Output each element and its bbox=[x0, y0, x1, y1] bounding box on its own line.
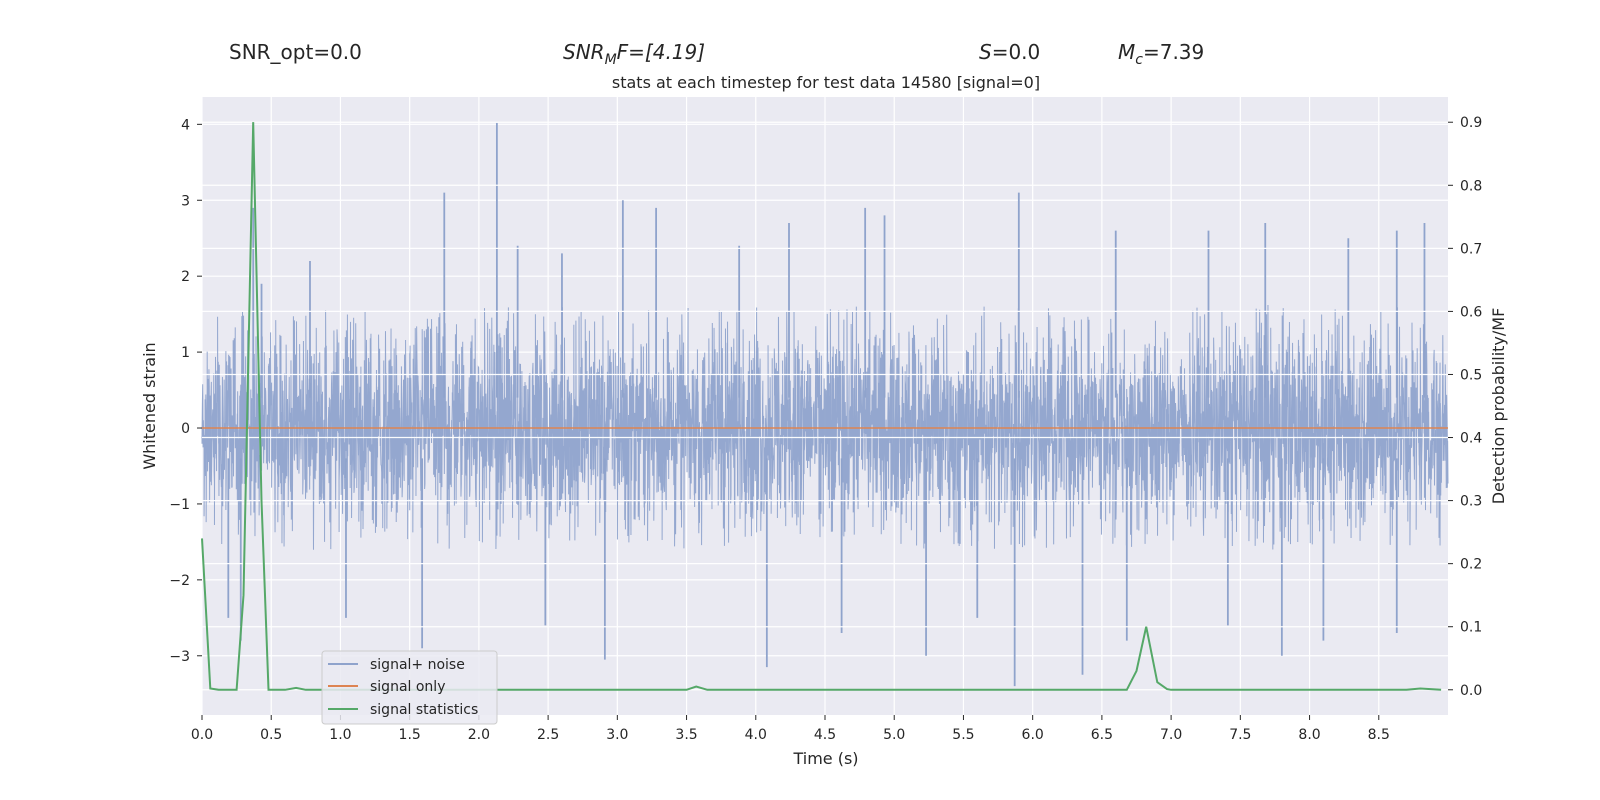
x-tick-label: 5.5 bbox=[952, 727, 974, 743]
y2-tick-label: 0.8 bbox=[1460, 178, 1482, 194]
y-tick-label: 0 bbox=[181, 421, 190, 437]
legend-label-signal-statistics: signal statistics bbox=[370, 702, 478, 718]
x-tick-label: 7.5 bbox=[1229, 727, 1251, 743]
chart-title: stats at each timestep for test data 145… bbox=[612, 73, 1040, 92]
snr-opt-label: SNR_opt=0.0 bbox=[229, 40, 362, 64]
y2-tick-label: 0.9 bbox=[1460, 115, 1482, 131]
x-axis-ticks: 0.0 0.5 1.0 1.5 2.0 2.5 3.0 3.5 4.0 4.5 5.0 5.5 6.0 6… bbox=[191, 715, 1390, 743]
s-label: S=0.0 bbox=[979, 40, 1040, 64]
y2-tick-label: 0.6 bbox=[1460, 304, 1482, 320]
y-tick-label: −2 bbox=[169, 573, 190, 589]
y2-tick-label: 0.1 bbox=[1460, 620, 1482, 636]
series-signal-statistics bbox=[201, 122, 1442, 691]
y2-tick-label: 0.3 bbox=[1460, 494, 1482, 510]
y2-tick-label: 0.2 bbox=[1460, 557, 1482, 573]
x-tick-label: 1.5 bbox=[399, 727, 421, 743]
y2-tick-label: 0.7 bbox=[1460, 241, 1482, 257]
series-signal-noise bbox=[201, 122, 1449, 687]
x-tick-label: 2.0 bbox=[468, 727, 490, 743]
x-tick-label: 1.0 bbox=[329, 727, 351, 743]
y-tick-label: −3 bbox=[169, 649, 190, 665]
y-tick-label: 1 bbox=[181, 345, 190, 361]
x-tick-label: 6.5 bbox=[1091, 727, 1113, 743]
x-tick-label: 3.5 bbox=[675, 727, 697, 743]
y2-axis-ticks: 0.9 0.8 0.7 0.6 0.5 0.4 0.3 0.2 0.1 0.0 bbox=[1448, 115, 1482, 699]
legend-label-signal-only: signal only bbox=[370, 679, 445, 695]
x-tick-label: 2.5 bbox=[537, 727, 559, 743]
x-tick-label: 4.0 bbox=[745, 727, 767, 743]
y2-tick-label: 0.4 bbox=[1460, 431, 1482, 447]
x-tick-label: 8.5 bbox=[1368, 727, 1390, 743]
mc-label: Mc=7.39 bbox=[1118, 40, 1204, 68]
y-axis-label: Whitened strain bbox=[140, 342, 159, 469]
legend-label-signal-noise: signal+ noise bbox=[370, 657, 465, 673]
y-axis-ticks: 4 3 2 1 0 −1 −2 −3 bbox=[169, 117, 202, 665]
header-stats: SNR_opt=0.0 SNRMF=[4.19] S=0.0 Mc=7.39 bbox=[229, 40, 1204, 68]
signal-statistics-line bbox=[201, 122, 1442, 691]
x-tick-label: 7.0 bbox=[1160, 727, 1182, 743]
x-tick-label: 4.5 bbox=[814, 727, 836, 743]
y-tick-label: 3 bbox=[181, 193, 190, 209]
y-tick-label: 2 bbox=[181, 269, 190, 285]
y-tick-label: 4 bbox=[181, 117, 190, 133]
x-tick-label: 8.0 bbox=[1298, 727, 1320, 743]
x-axis-label: Time (s) bbox=[792, 749, 858, 768]
snr-mf-label: SNRMF=[4.19] bbox=[563, 40, 705, 68]
signal-noise-trace bbox=[201, 305, 1449, 550]
y2-tick-label: 0.0 bbox=[1460, 683, 1482, 699]
x-tick-label: 5.0 bbox=[883, 727, 905, 743]
legend-box bbox=[321, 650, 498, 725]
x-tick-label: 0.5 bbox=[260, 727, 282, 743]
x-tick-label: 6.0 bbox=[1022, 727, 1044, 743]
x-tick-label: 0.0 bbox=[191, 727, 213, 743]
legend: signal+ noise signal only signal statist… bbox=[321, 650, 498, 725]
x-tick-label: 3.0 bbox=[606, 727, 628, 743]
y2-tick-label: 0.5 bbox=[1460, 367, 1482, 383]
y-tick-label: −1 bbox=[169, 497, 190, 513]
y2-axis-label: Detection probability/MF bbox=[1489, 308, 1508, 505]
